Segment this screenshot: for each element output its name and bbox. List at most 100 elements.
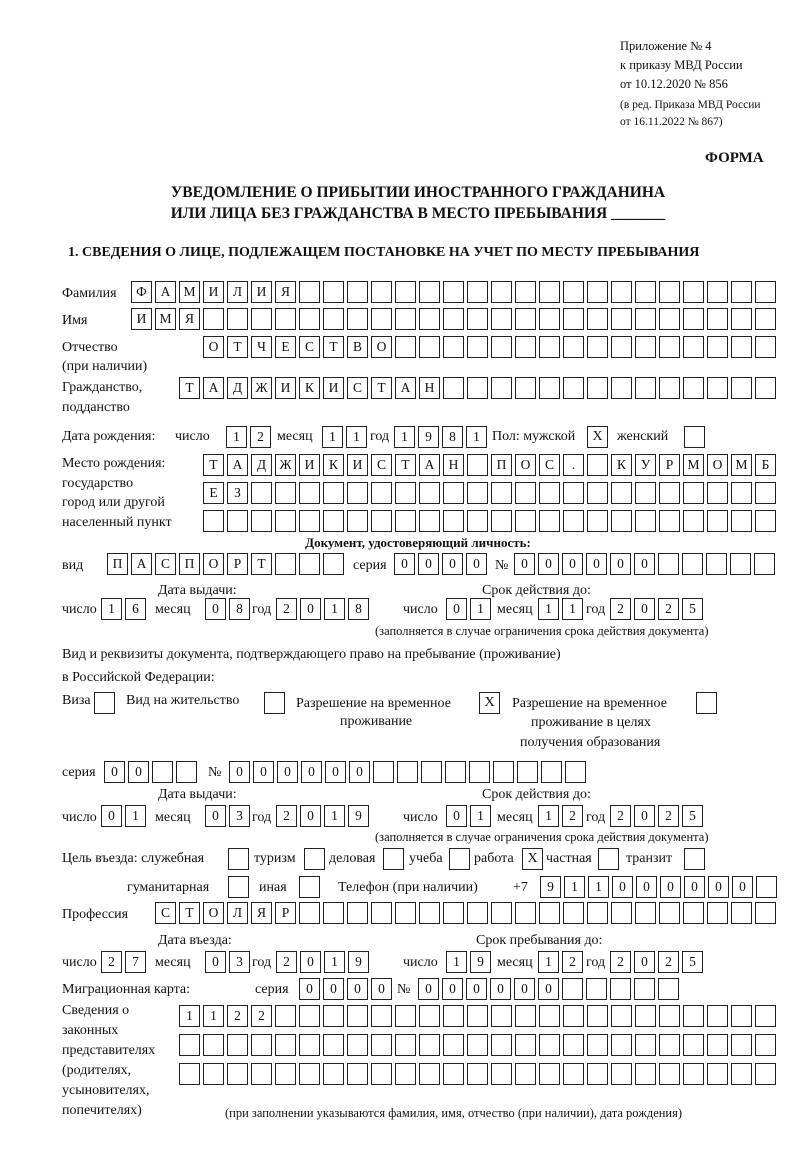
char-cell[interactable]	[587, 336, 608, 358]
char-cell[interactable]	[731, 902, 752, 924]
char-cell[interactable]	[707, 377, 728, 399]
char-cell[interactable]: И	[251, 281, 272, 303]
char-cell[interactable]	[347, 1034, 368, 1056]
char-cell[interactable]: 0	[205, 951, 226, 973]
char-cell[interactable]: Р	[275, 902, 296, 924]
char-cell[interactable]	[539, 1034, 560, 1056]
char-cell[interactable]: Я	[251, 902, 272, 924]
char-cell[interactable]	[587, 454, 608, 476]
char-cell[interactable]: 0	[301, 761, 322, 783]
char-cell[interactable]	[419, 1063, 440, 1085]
char-cell[interactable]: О	[371, 336, 392, 358]
char-cell[interactable]	[371, 482, 392, 504]
char-cell[interactable]	[299, 902, 320, 924]
char-cell[interactable]	[611, 281, 632, 303]
char-cell[interactable]: 0	[538, 978, 559, 1000]
char-cell[interactable]	[563, 281, 584, 303]
char-cell[interactable]	[491, 1034, 512, 1056]
char-cell[interactable]	[755, 1063, 776, 1085]
char-cell[interactable]: 2	[658, 805, 679, 827]
char-cell[interactable]	[227, 1034, 248, 1056]
char-cell[interactable]: 0	[277, 761, 298, 783]
char-cell[interactable]	[347, 1063, 368, 1085]
char-cell[interactable]	[275, 1063, 296, 1085]
char-cell[interactable]	[203, 1034, 224, 1056]
char-cell[interactable]	[539, 281, 560, 303]
char-cell[interactable]: 0	[612, 876, 633, 898]
char-cell[interactable]	[659, 377, 680, 399]
char-cell[interactable]	[515, 1034, 536, 1056]
char-cell[interactable]	[323, 902, 344, 924]
char-cell[interactable]	[587, 482, 608, 504]
char-cell[interactable]: 0	[418, 978, 439, 1000]
char-cell[interactable]	[683, 1005, 704, 1027]
char-cell[interactable]	[467, 1005, 488, 1027]
char-cell[interactable]: А	[395, 377, 416, 399]
char-cell[interactable]	[683, 1063, 704, 1085]
char-cell[interactable]: 2	[227, 1005, 248, 1027]
temp-residence-checkbox[interactable]: X	[479, 692, 500, 714]
char-cell[interactable]	[755, 1005, 776, 1027]
char-cell[interactable]: 0	[610, 553, 631, 575]
char-cell[interactable]	[491, 281, 512, 303]
char-cell[interactable]: 9	[540, 876, 561, 898]
char-cell[interactable]: .	[563, 454, 584, 476]
char-cell[interactable]	[467, 377, 488, 399]
char-cell[interactable]	[539, 510, 560, 532]
char-cell[interactable]	[467, 308, 488, 330]
char-cell[interactable]	[395, 336, 416, 358]
char-cell[interactable]	[299, 1005, 320, 1027]
char-cell[interactable]	[467, 510, 488, 532]
char-cell[interactable]	[275, 510, 296, 532]
char-cell[interactable]: 1	[562, 598, 583, 620]
char-cell[interactable]: 0	[300, 598, 321, 620]
char-cell[interactable]	[515, 482, 536, 504]
char-cell[interactable]	[659, 336, 680, 358]
char-cell[interactable]	[635, 281, 656, 303]
char-cell[interactable]	[754, 553, 775, 575]
char-cell[interactable]	[634, 978, 655, 1000]
char-cell[interactable]	[371, 1034, 392, 1056]
char-cell[interactable]: А	[203, 377, 224, 399]
char-cell[interactable]	[731, 308, 752, 330]
char-cell[interactable]	[419, 281, 440, 303]
char-cell[interactable]	[539, 482, 560, 504]
char-cell[interactable]	[562, 978, 583, 1000]
char-cell[interactable]	[563, 1034, 584, 1056]
char-cell[interactable]	[491, 510, 512, 532]
char-cell[interactable]	[755, 902, 776, 924]
char-cell[interactable]: С	[539, 454, 560, 476]
char-cell[interactable]	[730, 553, 751, 575]
char-cell[interactable]	[563, 482, 584, 504]
char-cell[interactable]: 1	[125, 805, 146, 827]
char-cell[interactable]: П	[491, 454, 512, 476]
char-cell[interactable]	[587, 281, 608, 303]
char-cell[interactable]	[731, 1063, 752, 1085]
char-cell[interactable]	[395, 1034, 416, 1056]
char-cell[interactable]	[347, 281, 368, 303]
char-cell[interactable]: У	[635, 454, 656, 476]
char-cell[interactable]	[275, 1005, 296, 1027]
char-cell[interactable]	[443, 1005, 464, 1027]
char-cell[interactable]: 2	[658, 951, 679, 973]
char-cell[interactable]	[611, 902, 632, 924]
char-cell[interactable]	[682, 553, 703, 575]
char-cell[interactable]	[299, 553, 320, 575]
char-cell[interactable]	[323, 1005, 344, 1027]
char-cell[interactable]: С	[155, 902, 176, 924]
char-cell[interactable]: 0	[205, 805, 226, 827]
char-cell[interactable]	[443, 482, 464, 504]
char-cell[interactable]	[659, 281, 680, 303]
char-cell[interactable]	[755, 482, 776, 504]
char-cell[interactable]: 8	[229, 598, 250, 620]
char-cell[interactable]: О	[203, 902, 224, 924]
char-cell[interactable]	[539, 308, 560, 330]
char-cell[interactable]: Т	[227, 336, 248, 358]
char-cell[interactable]	[683, 902, 704, 924]
char-cell[interactable]	[635, 308, 656, 330]
char-cell[interactable]	[731, 336, 752, 358]
char-cell[interactable]: 1	[588, 876, 609, 898]
char-cell[interactable]: 2	[251, 1005, 272, 1027]
char-cell[interactable]: 2	[562, 805, 583, 827]
char-cell[interactable]: И	[275, 377, 296, 399]
